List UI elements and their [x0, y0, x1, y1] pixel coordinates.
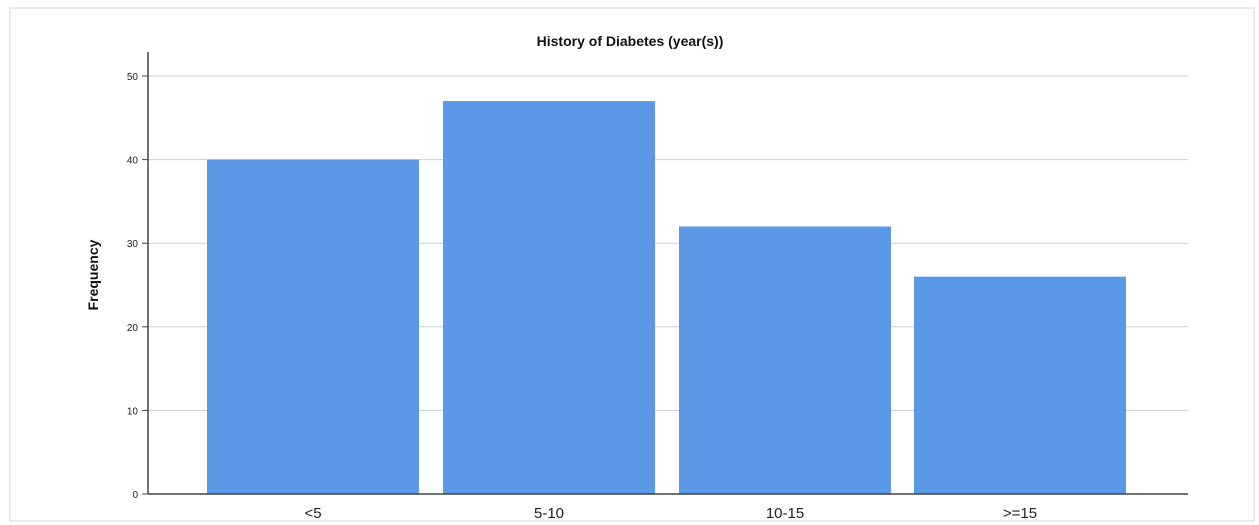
chart-title: History of Diabetes (year(s))	[537, 33, 724, 49]
y-ticks: 0 10 20 30 40 50	[127, 72, 148, 501]
bars	[207, 101, 1126, 495]
bar-2	[679, 226, 891, 495]
y-tick-label: 0	[132, 490, 138, 501]
x-ticks: <5 5-10 10-15 >=15	[304, 505, 1037, 522]
y-tick-label: 20	[127, 323, 139, 334]
bar-3	[914, 276, 1126, 494]
bar-1	[443, 101, 655, 494]
y-tick-label: 40	[127, 156, 139, 167]
x-tick-label: >=15	[1003, 505, 1037, 522]
x-tick-label: <5	[304, 505, 321, 522]
y-tick-label: 30	[127, 239, 139, 250]
y-axis-label: Frequency	[85, 239, 101, 310]
bar-0	[207, 159, 419, 494]
y-tick-label: 50	[127, 72, 139, 83]
x-tick-label: 10-15	[766, 505, 804, 522]
x-tick-label: 5-10	[534, 505, 564, 522]
y-tick-label: 10	[127, 406, 139, 417]
axes	[147, 52, 1188, 495]
